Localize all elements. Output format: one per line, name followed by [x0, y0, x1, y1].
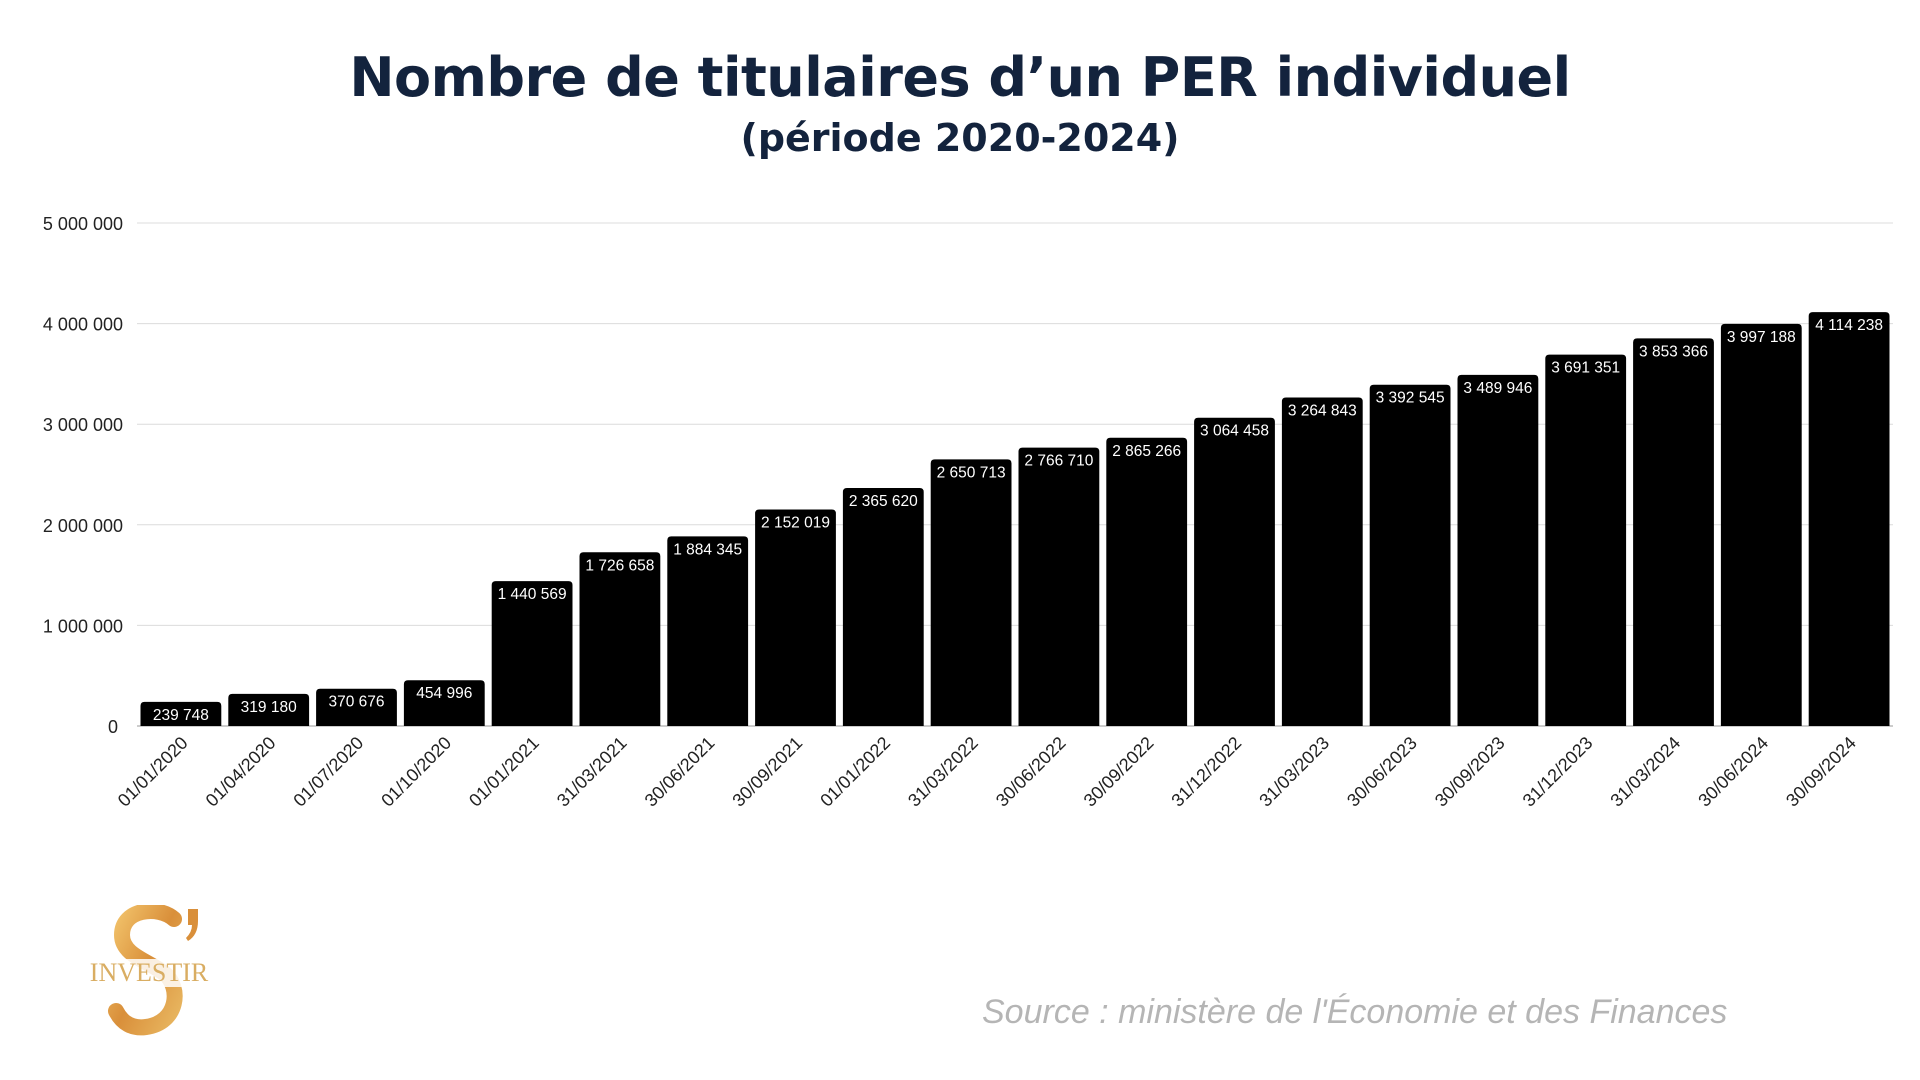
y-tick-label: 3 000 000 — [43, 415, 123, 435]
bar — [1633, 338, 1714, 726]
x-tick-label: 01/01/2021 — [465, 733, 543, 811]
data-label: 2 865 266 — [1112, 443, 1181, 460]
bar — [491, 581, 573, 726]
data-label: 3 064 458 — [1200, 423, 1269, 440]
bar — [1281, 397, 1363, 726]
y-tick-label: 1 000 000 — [43, 616, 123, 636]
x-tick-label: 01/01/2022 — [816, 733, 894, 811]
s-investir-logo: INVESTIR — [90, 905, 209, 1036]
data-label: 1 726 658 — [585, 557, 654, 574]
bar — [1457, 374, 1539, 726]
bar — [316, 688, 397, 726]
bar — [1720, 323, 1802, 726]
x-tick-label: 01/01/2020 — [114, 733, 192, 811]
data-label: 2 650 713 — [937, 464, 1006, 481]
bar — [1545, 354, 1627, 726]
y-tick-label: 4 000 000 — [43, 315, 123, 335]
chart-subtitle: (période 2020-2024) — [740, 116, 1180, 160]
bar — [842, 488, 924, 726]
x-tick-label: 30/09/2024 — [1782, 733, 1860, 811]
data-label: 2 766 710 — [1024, 453, 1093, 470]
bar — [755, 509, 836, 726]
x-tick-label: 01/10/2020 — [377, 733, 455, 811]
data-label: 370 676 — [328, 694, 384, 711]
bar — [228, 693, 310, 726]
data-label: 3 997 188 — [1727, 329, 1796, 346]
x-tick-label: 30/09/2022 — [1080, 733, 1158, 811]
x-tick-label: 01/04/2020 — [202, 733, 280, 811]
x-tick-label: 30/06/2023 — [1343, 733, 1421, 811]
bar — [1808, 312, 1890, 726]
chart-title: Nombre de titulaires d’un PER individuel — [349, 46, 1571, 109]
x-tick-label: 30/09/2023 — [1431, 733, 1509, 811]
data-label: 454 996 — [416, 685, 472, 702]
x-tick-label: 30/09/2021 — [728, 733, 806, 811]
x-tick-label: 31/12/2022 — [1167, 733, 1245, 811]
bar — [140, 701, 222, 726]
bar — [667, 536, 749, 726]
x-tick-label: 01/07/2020 — [289, 733, 367, 811]
x-tick-label: 30/06/2021 — [641, 733, 719, 811]
data-label: 1 884 345 — [673, 541, 742, 558]
bar — [403, 680, 485, 726]
data-label: 1 440 569 — [498, 586, 567, 603]
data-label: 3 264 843 — [1288, 403, 1357, 420]
data-label: 239 748 — [153, 707, 209, 724]
y-tick-label: 2 000 000 — [43, 516, 123, 536]
bar — [930, 459, 1012, 726]
data-label: 3 489 946 — [1463, 380, 1532, 397]
x-tick-label: 31/03/2021 — [553, 733, 631, 811]
data-label: 3 392 545 — [1376, 390, 1445, 407]
y-tick-label: 0 — [108, 717, 118, 737]
x-tick-label: 30/06/2022 — [992, 733, 1070, 811]
data-label: 319 180 — [241, 699, 297, 716]
x-tick-label: 31/03/2022 — [904, 733, 982, 811]
x-tick-label: 31/03/2024 — [1606, 733, 1684, 811]
y-tick-label: 5 000 000 — [43, 214, 123, 234]
bar — [579, 552, 661, 726]
data-label: 2 365 620 — [849, 493, 918, 510]
logo-wordmark: INVESTIR — [90, 958, 209, 987]
bar — [1018, 447, 1100, 726]
bar — [1106, 437, 1188, 726]
data-label: 4 114 238 — [1815, 317, 1883, 334]
x-tick-label: 31/12/2023 — [1519, 733, 1597, 811]
data-label: 3 853 366 — [1639, 343, 1708, 360]
data-label: 2 152 019 — [761, 515, 830, 532]
bar — [1369, 384, 1451, 726]
source-note: Source : ministère de l'Économie et des … — [982, 993, 1728, 1031]
bar — [1194, 417, 1275, 726]
x-tick-label: 31/03/2023 — [1255, 733, 1333, 811]
data-label: 3 691 351 — [1551, 360, 1620, 377]
x-tick-label: 30/06/2024 — [1694, 733, 1772, 811]
logo-apostrophe-shape — [186, 909, 198, 941]
